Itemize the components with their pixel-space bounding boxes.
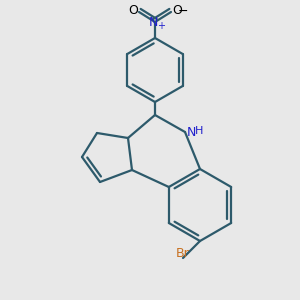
Text: O: O — [128, 4, 138, 17]
Text: N: N — [148, 16, 158, 28]
Text: −: − — [178, 4, 188, 17]
Text: N: N — [187, 125, 196, 139]
Text: +: + — [157, 21, 165, 31]
Text: H: H — [195, 126, 203, 136]
Text: O: O — [172, 4, 182, 17]
Text: Br: Br — [176, 247, 190, 260]
